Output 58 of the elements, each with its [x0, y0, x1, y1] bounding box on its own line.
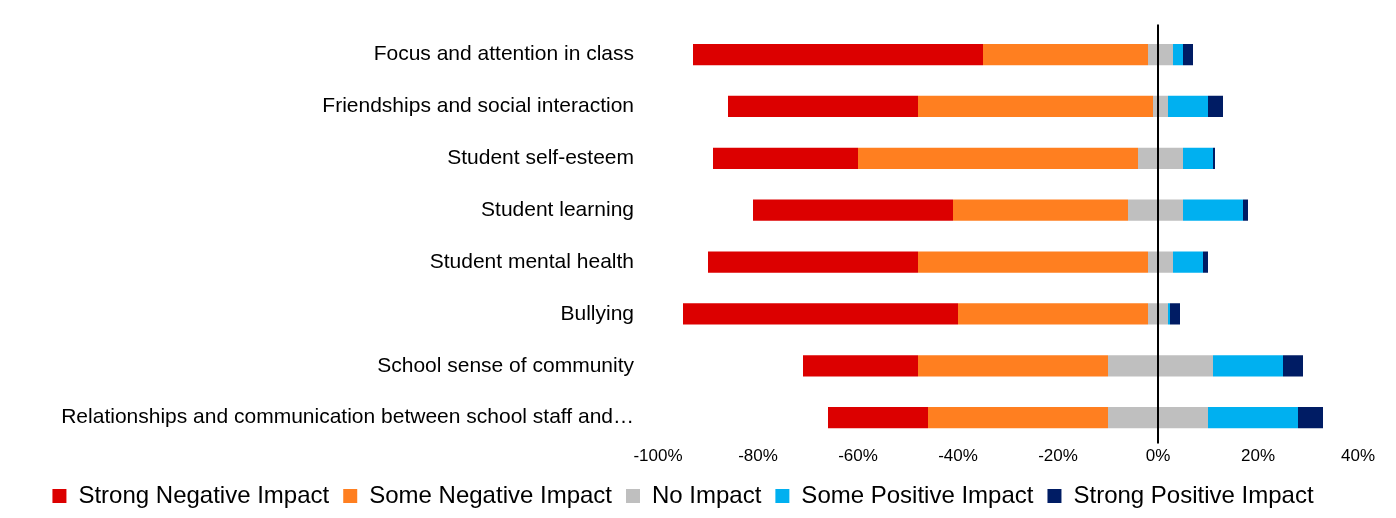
bar — [1148, 43, 1173, 66]
legend-label: Some Positive Impact — [801, 480, 1034, 508]
bar — [1213, 355, 1283, 377]
bar — [728, 95, 918, 118]
legend-label: Strong Positive Impact — [1073, 480, 1314, 508]
bar — [858, 147, 1138, 169]
bar — [1173, 251, 1203, 273]
bar — [1138, 147, 1183, 169]
bar — [1183, 43, 1193, 66]
y-tick-label: Relationships and communication between school staff and… — [61, 404, 634, 428]
bar — [958, 303, 1148, 325]
bar — [1208, 95, 1223, 118]
bar — [918, 251, 1148, 273]
bar — [1148, 251, 1173, 273]
legend-label: Some Negative Impact — [369, 480, 613, 508]
legend-label: No Impact — [652, 480, 762, 508]
x-tick-label: -80% — [738, 446, 778, 466]
bar — [1128, 199, 1183, 221]
bar — [918, 95, 1153, 118]
y-tick-label: Student self-esteem — [447, 145, 634, 169]
bar — [753, 199, 953, 221]
y-tick-label: Bullying — [560, 300, 634, 324]
x-tick-label: 0% — [1145, 446, 1171, 466]
y-tick-label: Focus and attention in class — [373, 41, 634, 65]
bar — [1283, 355, 1303, 377]
bar — [1173, 43, 1183, 66]
x-tick-label: 20% — [1240, 446, 1276, 466]
bar — [803, 355, 918, 377]
legend-label: Strong Negative Impact — [78, 480, 330, 508]
bar — [1183, 199, 1243, 221]
x-tick-label: 40% — [1340, 446, 1376, 466]
y-tick-label: School sense of community — [377, 352, 635, 376]
y-tick-label: Student mental health — [429, 248, 634, 272]
bar — [1108, 355, 1213, 377]
x-tick-label: -100% — [633, 446, 683, 466]
bar — [1298, 407, 1323, 429]
x-tick-label: -40% — [938, 446, 978, 466]
bar — [1168, 95, 1208, 118]
bar — [1203, 251, 1208, 273]
bar — [983, 43, 1148, 66]
bar — [1170, 303, 1180, 325]
bar — [693, 43, 983, 66]
y-tick-label: Friendships and social interaction — [322, 93, 634, 117]
bar — [928, 407, 1108, 429]
bar — [1183, 147, 1213, 169]
bar — [683, 303, 958, 325]
bar — [713, 147, 858, 169]
bar — [1243, 199, 1248, 221]
bar — [828, 407, 928, 429]
x-tick-label: -60% — [838, 446, 878, 466]
bar — [1108, 407, 1208, 429]
bar — [1208, 407, 1298, 429]
x-tick-label: -20% — [1038, 446, 1078, 466]
bar — [708, 251, 918, 273]
bar — [1148, 303, 1168, 325]
bar — [953, 199, 1128, 221]
bar — [918, 355, 1108, 377]
y-tick-label: Student learning — [481, 196, 634, 220]
